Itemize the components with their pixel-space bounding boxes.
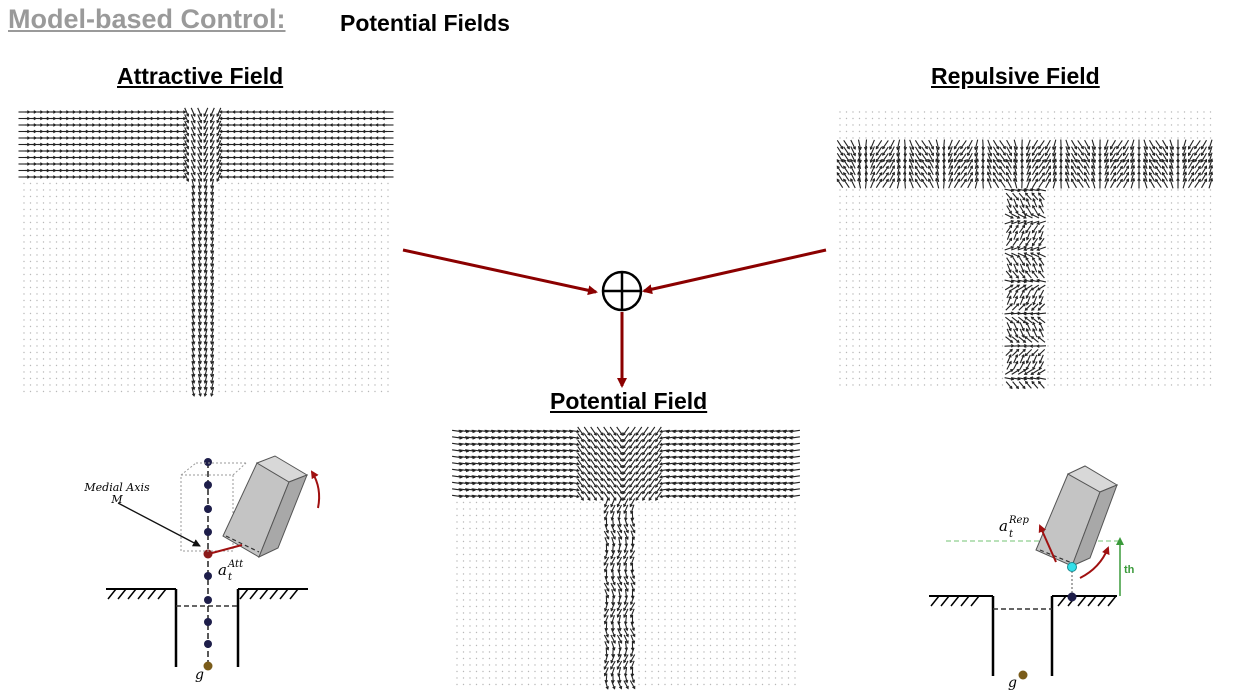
page-title: Model-based Control: <box>8 4 286 34</box>
att-vector-superscript: Att <box>227 559 244 570</box>
att-vector-label: a <box>218 561 227 579</box>
attractive-field-plot <box>18 107 394 397</box>
repulsive-field-plot <box>836 111 1214 390</box>
repulsive-schematic <box>929 465 1124 680</box>
goal-label-right: g <box>1008 675 1017 691</box>
attractive-to-sum-arrow <box>402 248 598 296</box>
repulsive-to-sum-arrow <box>642 248 827 295</box>
attractive-field-title: Attractive Field <box>117 63 284 89</box>
rep-vector-superscript: Rep <box>1008 515 1029 526</box>
medial-axis-symbol: M <box>110 493 123 506</box>
medial-axis-label: Medial Axis <box>83 481 150 494</box>
potential-field-plot <box>452 426 800 690</box>
rep-vector-subscript: t <box>1009 529 1014 540</box>
circle-plus-icon <box>601 270 643 312</box>
threshold-label: th <box>1124 564 1135 576</box>
att-vector-subscript: t <box>228 572 233 583</box>
attractive-schematic <box>106 455 321 671</box>
rep-vector-label: a <box>999 517 1008 535</box>
page-subtitle: Potential Fields <box>340 10 510 36</box>
goal-label-left: g <box>195 667 204 683</box>
potential-field-title: Potential Field <box>550 388 708 414</box>
repulsive-field-title: Repulsive Field <box>931 63 1100 89</box>
